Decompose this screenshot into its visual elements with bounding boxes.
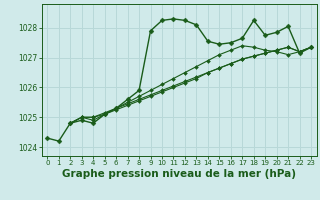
X-axis label: Graphe pression niveau de la mer (hPa): Graphe pression niveau de la mer (hPa) (62, 169, 296, 179)
